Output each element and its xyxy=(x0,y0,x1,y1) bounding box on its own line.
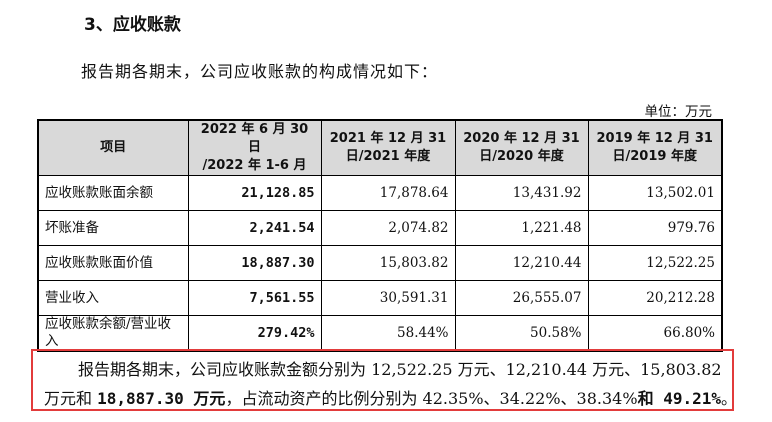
cell-value: 13,502.01 xyxy=(587,175,723,211)
row-label: 坏账准备 xyxy=(37,210,189,246)
row-label: 应收账款账面余额 xyxy=(37,175,189,211)
table-row: 坏账准备 2,241.54 2,074.82 1,221.48 979.76 xyxy=(37,210,723,246)
cell-value: 15,803.82 xyxy=(320,245,456,281)
header-item: 项目 xyxy=(37,119,189,176)
summary-line-1: 报告期各期末，公司应收账款金额分别为 12,522.25 万元、12,210.4… xyxy=(78,360,722,379)
cell-value: 979.76 xyxy=(587,210,723,246)
row-label: 应收账款余额/营业收入 xyxy=(37,315,189,352)
cell-value: 279.42% xyxy=(187,315,322,352)
cell-value: 12,522.25 xyxy=(587,245,723,281)
cell-value: 26,555.07 xyxy=(454,280,589,316)
table-row: 应收账款账面价值 18,887.30 15,803.82 12,210.44 1… xyxy=(37,245,723,281)
row-label: 应收账款账面价值 xyxy=(37,245,189,281)
table-row: 应收账款余额/营业收入 279.42% 58.44% 50.58% 66.80% xyxy=(37,315,723,352)
cell-value: 2,241.54 xyxy=(187,210,322,246)
table-header-row: 项目 2022 年 6 月 30 日/2022 年 1-6 月 2021 年 1… xyxy=(37,119,723,176)
cell-value: 66.80% xyxy=(587,315,723,352)
cell-value: 12,210.44 xyxy=(454,245,589,281)
cell-value: 30,591.31 xyxy=(320,280,456,316)
cell-value: 1,221.48 xyxy=(454,210,589,246)
header-2019: 2019 年 12 月 31 日/2019 年度 xyxy=(587,119,723,176)
cell-value: 2,074.82 xyxy=(320,210,456,246)
cell-value: 7,561.55 xyxy=(187,280,322,316)
intro-paragraph: 报告期各期末，公司应收账款的构成情况如下： xyxy=(81,62,439,81)
unit-label: 单位：万元 xyxy=(644,104,713,120)
summary-bold-ratio: 和 49.21% xyxy=(637,389,721,408)
cell-value: 13,431.92 xyxy=(454,175,589,211)
cell-value: 17,878.64 xyxy=(320,175,456,211)
receivables-table: 项目 2022 年 6 月 30 日/2022 年 1-6 月 2021 年 1… xyxy=(37,119,723,352)
header-2020: 2020 年 12 月 31 日/2020 年度 xyxy=(454,119,589,176)
summary-line-2: 万元和 18,887.30 万元，占流动资产的比例分别为 42.35%、34.2… xyxy=(44,385,737,409)
summary-text: ，占流动资产的比例分别为 42.35%、34.22%、38.34% xyxy=(225,389,638,408)
cell-value: 18,887.30 xyxy=(187,245,322,281)
section-heading: 3、应收账款 xyxy=(84,15,181,35)
summary-text: 。 xyxy=(721,389,738,408)
cell-value: 58.44% xyxy=(320,315,456,352)
table-row: 营业收入 7,561.55 30,591.31 26,555.07 20,212… xyxy=(37,280,723,316)
header-2022h1: 2022 年 6 月 30 日/2022 年 1-6 月 xyxy=(187,119,322,176)
highlight-box xyxy=(31,349,734,411)
summary-text: 万元和 xyxy=(44,389,98,408)
summary-bold-amount: 18,887.30 万元 xyxy=(97,389,226,408)
row-label: 营业收入 xyxy=(37,280,189,316)
cell-value: 20,212.28 xyxy=(587,280,723,316)
cell-value: 50.58% xyxy=(454,315,589,352)
table-row: 应收账款账面余额 21,128.85 17,878.64 13,431.92 1… xyxy=(37,175,723,211)
header-2021: 2021 年 12 月 31 日/2021 年度 xyxy=(320,119,456,176)
cell-value: 21,128.85 xyxy=(187,175,322,211)
